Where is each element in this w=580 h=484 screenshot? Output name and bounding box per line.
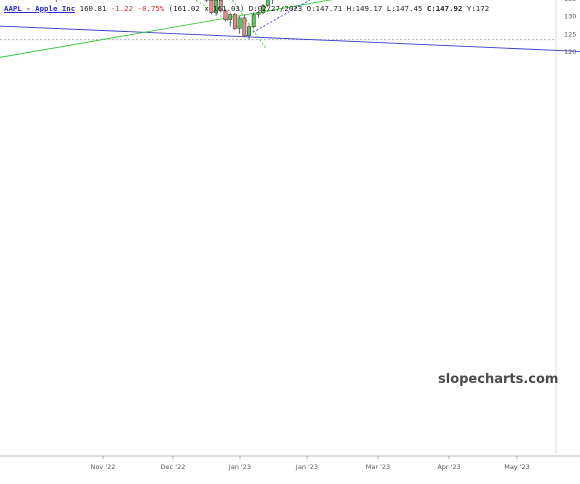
x-tick-label: Jan '23 <box>295 463 318 471</box>
watermark: slopecharts.com <box>438 372 558 387</box>
candle-body <box>247 27 250 36</box>
close-value: 147.92 <box>436 4 463 13</box>
quote-header: AAPL - Apple Inc 160.81 -1.22 -0.75% (16… <box>4 3 580 15</box>
price-change: -1.22 <box>111 4 133 13</box>
y-tick-label: 120 <box>564 48 576 56</box>
y-label: Y: <box>467 4 476 13</box>
y-tick-label: 125 <box>564 30 576 38</box>
candle-body <box>238 18 241 29</box>
last-price: 160.81 <box>80 4 107 13</box>
low-value: 147.45 <box>396 4 423 13</box>
x-tick-label: May '23 <box>504 463 530 471</box>
y-value: 172 <box>476 4 489 13</box>
price-change-pct: -0.75% <box>138 4 165 13</box>
candle <box>238 16 241 34</box>
candle-body <box>243 18 246 36</box>
close-label: C: <box>427 4 436 13</box>
high-value: 149.17 <box>356 4 383 13</box>
open-label: O: <box>307 4 316 13</box>
candle <box>205 0 208 2</box>
candle <box>233 13 236 31</box>
x-axis: Nov '22 Dec '22 Jan '23 Jan '23 Mar '23 Apr '… <box>91 456 530 471</box>
x-tick-label: Apr '23 <box>437 463 460 471</box>
candle-body <box>252 14 255 26</box>
candle <box>252 13 255 29</box>
x-tick-label: Nov '22 <box>91 463 116 471</box>
date-value: 02/27/2023 <box>258 4 303 13</box>
date-label: D: <box>249 4 258 13</box>
x-tick-label: Mar '23 <box>366 463 390 471</box>
candle-body <box>228 14 231 19</box>
symbol-link[interactable]: AAPL - Apple Inc <box>4 4 75 13</box>
candle <box>55 0 58 2</box>
candle-body <box>233 14 236 28</box>
high-label: H: <box>347 4 356 13</box>
low-label: L: <box>387 4 396 13</box>
x-tick-label: Jan '23 <box>228 463 251 471</box>
x-tick-label: Dec '22 <box>161 463 186 471</box>
open-value: 147.71 <box>316 4 343 13</box>
candle <box>243 14 246 37</box>
bid-ask: (161.02 x 161.03) <box>169 4 245 13</box>
grid-lines <box>0 0 580 456</box>
trend-line-channel-lower <box>0 26 580 51</box>
